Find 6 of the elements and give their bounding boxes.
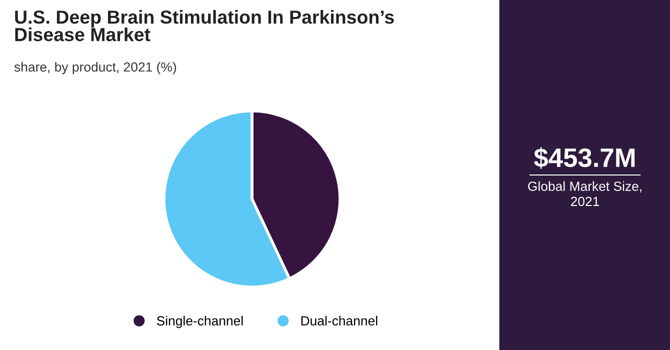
- legend-label: Single-channel: [156, 316, 243, 328]
- text: $453.7M: [534, 147, 635, 169]
- legend-label: Dual-channel: [301, 316, 378, 326]
- chart-title: U.S. Deep Brain Stimulation In Parkinson’s Disease Market: [15, 10, 394, 42]
- text: Global Market Size, 2021: [528, 181, 642, 206]
- chart-subtitle: share, by product, 2021 (%): [14, 62, 176, 74]
